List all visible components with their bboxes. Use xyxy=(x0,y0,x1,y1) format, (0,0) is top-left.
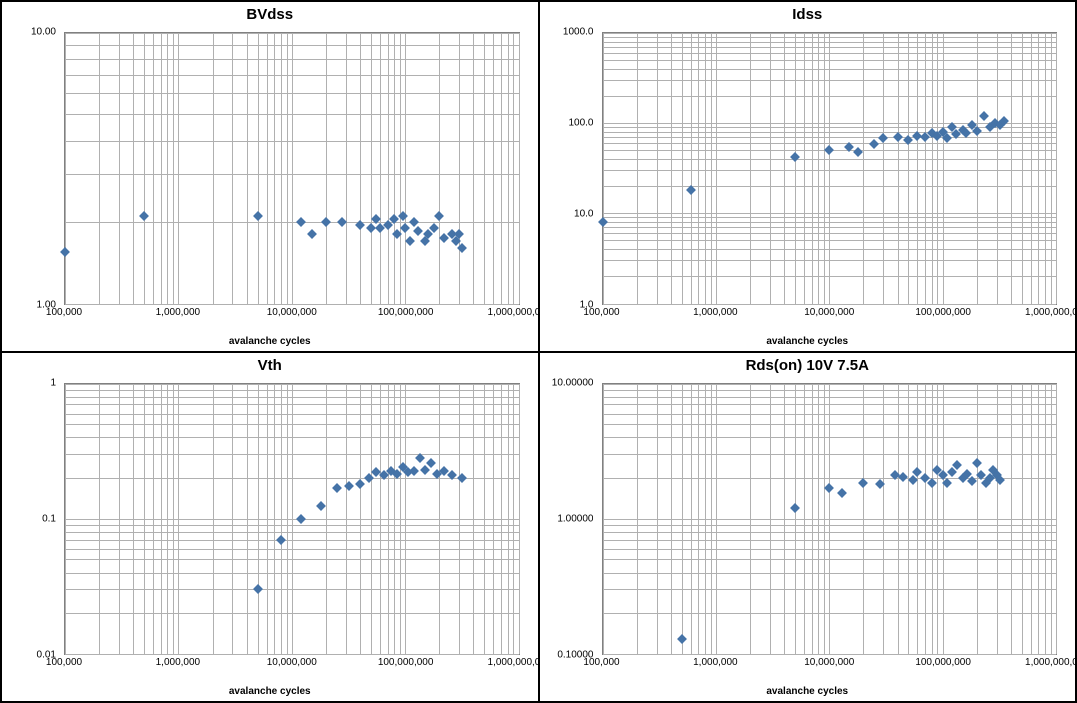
tick-label: 100,000,000 xyxy=(378,657,434,668)
tick-label: 10.00 xyxy=(31,27,56,38)
data-point xyxy=(790,152,800,162)
tick-label: 100,000 xyxy=(46,657,82,668)
y-tick-labels: 0.100001.0000010.00000 xyxy=(540,383,598,656)
chart-title: BVdss xyxy=(2,2,538,23)
tick-label: 1.00000 xyxy=(557,513,593,524)
data-point xyxy=(276,535,286,545)
data-point xyxy=(893,132,903,142)
plot-area xyxy=(602,32,1058,305)
tick-label: 100,000,000 xyxy=(378,307,434,318)
chart-title: Vth xyxy=(2,353,538,374)
data-point xyxy=(979,111,989,121)
data-point xyxy=(316,501,326,511)
data-point xyxy=(253,585,263,595)
tick-label: 1,000,000,000 xyxy=(1025,307,1076,318)
tick-label: 10,000,000 xyxy=(804,307,854,318)
tick-label: 1 xyxy=(50,377,56,388)
tick-label: 100,000,000 xyxy=(915,307,971,318)
tick-label: 10.0 xyxy=(574,208,593,219)
tick-label: 1,000,000,000 xyxy=(488,307,539,318)
plot-area xyxy=(64,383,520,656)
tick-label: 10,000,000 xyxy=(267,657,317,668)
tick-label: 1,000,000,000 xyxy=(1025,657,1076,668)
panel-idss: Idss1.010.0100.01000.0100,0001,000,00010… xyxy=(539,1,1077,352)
data-point xyxy=(878,133,888,143)
panel-vth: Vth 0.010.11100,000 1,000,000 10,000,000 100… xyxy=(1,352,539,703)
tick-label: 1,000,000 xyxy=(693,307,738,318)
y-tick-labels: 0.010.11 xyxy=(2,383,60,656)
data-point xyxy=(426,458,436,468)
data-point xyxy=(413,226,423,236)
plot-area xyxy=(602,383,1058,656)
tick-label: 100,000 xyxy=(583,307,619,318)
tick-label: 10,000,000 xyxy=(804,657,854,668)
tick-label: 1,000,000 xyxy=(156,307,201,318)
data-point xyxy=(434,211,444,221)
plot xyxy=(64,32,520,305)
x-tick-labels: 100,0001,000,00010,000,000100,000,0001,0… xyxy=(64,657,520,671)
data-point xyxy=(253,211,263,221)
tick-label: 10.00000 xyxy=(552,377,594,388)
tick-label: 10,000,000 xyxy=(267,307,317,318)
data-point xyxy=(296,514,306,524)
data-point xyxy=(405,236,415,246)
data-point xyxy=(409,466,419,476)
data-point xyxy=(677,634,687,644)
data-point xyxy=(321,217,331,227)
x-axis-label: avalanche cycles xyxy=(2,686,538,697)
data-point xyxy=(364,473,374,483)
panel-bvdss: BVdss 1.0010.00 100,000 1,000,000 10,000,000… xyxy=(1,1,539,352)
data-point xyxy=(824,483,834,493)
data-point xyxy=(790,503,800,513)
x-axis-label: avalanche cycles xyxy=(540,686,1076,697)
data-point xyxy=(824,145,834,155)
data-point xyxy=(858,478,868,488)
plot-area xyxy=(64,32,520,305)
data-point xyxy=(307,229,317,239)
data-point xyxy=(332,483,342,493)
y-tick-labels: 1.010.0100.01000.0 xyxy=(540,32,598,305)
tick-label: 1000.0 xyxy=(563,27,594,38)
plot xyxy=(602,32,1058,305)
chart-title: Idss xyxy=(540,2,1076,23)
data-point xyxy=(139,211,149,221)
data-point xyxy=(942,478,952,488)
tick-label: 100,000 xyxy=(583,657,619,668)
tick-label: 1,000,000,000 xyxy=(488,657,539,668)
data-point xyxy=(296,217,306,227)
x-axis-label: avalanche cycles xyxy=(2,336,538,347)
data-point xyxy=(400,223,410,233)
data-point xyxy=(598,217,608,227)
data-point xyxy=(853,147,863,157)
x-tick-labels: 100,0001,000,00010,000,000100,000,0001,0… xyxy=(602,657,1058,671)
tick-label: 100.0 xyxy=(568,117,593,128)
chart-grid: BVdss 1.0010.00 100,000 1,000,000 10,000,000… xyxy=(0,0,1077,703)
data-point xyxy=(60,247,70,257)
tick-label: 0.1 xyxy=(42,513,56,524)
data-point xyxy=(355,479,365,489)
data-point xyxy=(898,472,908,482)
tick-label: 100,000 xyxy=(46,307,82,318)
data-point xyxy=(942,133,952,143)
tick-label: 1,000,000 xyxy=(156,657,201,668)
data-point xyxy=(837,488,847,498)
data-point xyxy=(869,140,879,150)
plot xyxy=(602,383,1058,656)
panel-rdson: Rds(on) 10V 7.5A0.100001.0000010.0000010… xyxy=(539,352,1077,703)
plot xyxy=(64,383,520,656)
chart-title: Rds(on) 10V 7.5A xyxy=(540,353,1076,374)
x-axis-label: avalanche cycles xyxy=(540,336,1076,347)
tick-label: 1,000,000 xyxy=(693,657,738,668)
data-point xyxy=(972,458,982,468)
x-tick-labels: 100,0001,000,00010,000,000100,000,0001,0… xyxy=(602,307,1058,321)
y-tick-labels: 1.0010.00 xyxy=(2,32,60,305)
tick-label: 100,000,000 xyxy=(915,657,971,668)
x-tick-labels: 100,0001,000,00010,000,000100,000,0001,0… xyxy=(64,307,520,321)
